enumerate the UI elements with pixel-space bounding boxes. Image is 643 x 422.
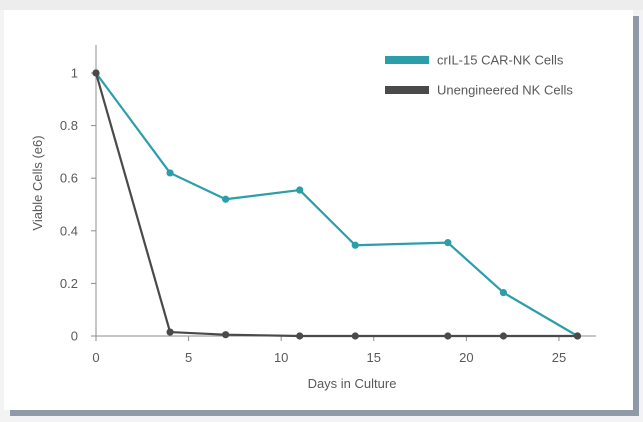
y-tick-label: 0.6 xyxy=(60,171,78,186)
series-1-point xyxy=(92,69,100,77)
y-axis-label: Viable Cells (e6) xyxy=(30,135,45,230)
legend-label-0: crIL-15 CAR-NK Cells xyxy=(437,53,564,68)
y-tick-label: 1 xyxy=(71,66,78,81)
legend: crIL-15 CAR-NK Cells Unengineered NK Cell… xyxy=(385,53,573,98)
x-tick-label: 25 xyxy=(552,350,566,365)
chart-card: 0 0.2 0.4 0.6 0.8 1 0 5 10 15 20 25 crIL-15 CAR-NK … xyxy=(4,10,633,410)
x-tick-label: 15 xyxy=(367,350,381,365)
legend-label-1: Unengineered NK Cells xyxy=(437,83,573,98)
x-tick-label: 20 xyxy=(459,350,473,365)
series-0-point xyxy=(222,195,230,203)
series-1-point xyxy=(222,331,230,339)
series-1-point xyxy=(351,332,359,340)
x-axis-label: Days in Culture xyxy=(308,376,397,391)
legend-swatch-1 xyxy=(385,86,429,94)
series-1-point xyxy=(296,332,304,340)
y-tick-label: 0 xyxy=(71,329,78,344)
series-0-point xyxy=(351,241,359,249)
top-strip xyxy=(0,0,643,10)
series-0-point xyxy=(499,289,508,297)
y-tick-label: 0.8 xyxy=(60,118,78,133)
series-line-0 xyxy=(95,72,579,337)
series-0-point xyxy=(444,239,452,247)
y-tick-label: 0.4 xyxy=(60,223,78,238)
x-tick-label: 10 xyxy=(274,350,288,365)
series-line-1 xyxy=(94,72,578,338)
series-1-point xyxy=(573,332,582,340)
series-1-point xyxy=(499,332,508,340)
series-1-point xyxy=(444,332,452,340)
line-chart: 00.20.40.60.810 5 10 15 20 25 crIL-15 CAR-NK … xyxy=(30,45,596,391)
series-0-point xyxy=(166,169,174,177)
series-1-point xyxy=(166,328,174,336)
x-tick-label: 5 xyxy=(185,350,192,365)
y-tick-label: 0.2 xyxy=(60,276,78,291)
series-layer xyxy=(92,69,582,340)
legend-swatch-0 xyxy=(385,56,429,64)
series-0-point xyxy=(296,186,304,194)
x-tick-label: 0 xyxy=(92,350,99,365)
